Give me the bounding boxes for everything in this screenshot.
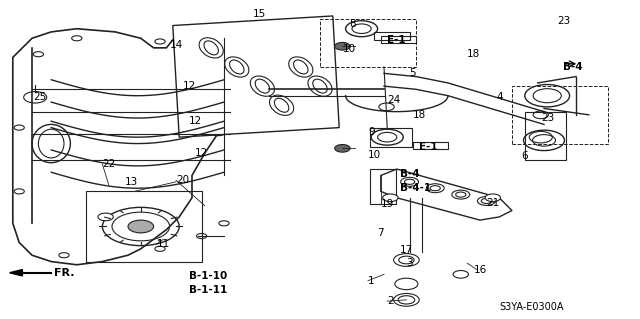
Text: E-1: E-1	[387, 35, 406, 45]
Circle shape	[155, 39, 165, 44]
Text: 23: 23	[541, 113, 554, 123]
Text: FR.: FR.	[54, 268, 75, 278]
Text: 12: 12	[182, 81, 196, 91]
Circle shape	[394, 293, 419, 306]
Text: E-1: E-1	[419, 142, 438, 152]
Circle shape	[14, 189, 24, 194]
Circle shape	[401, 177, 419, 186]
Circle shape	[335, 42, 350, 50]
Circle shape	[395, 278, 418, 290]
Text: 3: 3	[406, 258, 413, 268]
Circle shape	[426, 184, 444, 193]
Polygon shape	[13, 26, 269, 265]
Text: 18: 18	[413, 110, 426, 120]
Text: 23: 23	[557, 16, 570, 26]
Text: 4: 4	[496, 92, 502, 102]
Bar	[413, 142, 448, 149]
Polygon shape	[381, 169, 512, 220]
Text: 22: 22	[102, 159, 116, 169]
Text: S3YA-E0300A: S3YA-E0300A	[499, 302, 564, 312]
Circle shape	[335, 145, 350, 152]
Text: 9: 9	[368, 127, 374, 137]
Bar	[374, 32, 410, 40]
Text: 2: 2	[387, 296, 394, 307]
Text: 11: 11	[157, 239, 170, 249]
Text: 10: 10	[342, 44, 356, 55]
Text: 15: 15	[253, 9, 266, 19]
Bar	[370, 169, 396, 204]
Circle shape	[485, 194, 500, 202]
Circle shape	[379, 103, 394, 111]
Text: 16: 16	[474, 264, 487, 275]
Text: B-1-11: B-1-11	[189, 285, 227, 295]
Circle shape	[98, 213, 113, 221]
Bar	[86, 191, 202, 262]
Bar	[381, 36, 416, 43]
Text: 5: 5	[410, 68, 416, 78]
Circle shape	[452, 190, 470, 199]
Text: 12: 12	[195, 148, 209, 158]
Bar	[525, 112, 566, 160]
Circle shape	[383, 194, 398, 202]
Text: B-4: B-4	[400, 169, 420, 179]
Text: 14: 14	[170, 40, 183, 50]
Circle shape	[24, 92, 47, 103]
Text: 18: 18	[467, 49, 481, 59]
Ellipse shape	[128, 220, 154, 233]
Text: 7: 7	[378, 228, 384, 238]
Circle shape	[33, 52, 44, 57]
Text: B-4: B-4	[563, 62, 583, 72]
Circle shape	[453, 271, 468, 278]
Text: 1: 1	[368, 276, 374, 286]
Text: 19: 19	[381, 199, 394, 209]
Circle shape	[477, 197, 495, 205]
Circle shape	[14, 125, 24, 130]
Text: 17: 17	[400, 245, 413, 256]
Polygon shape	[10, 270, 22, 276]
Circle shape	[394, 254, 419, 266]
Polygon shape	[173, 16, 339, 137]
Circle shape	[72, 36, 82, 41]
Text: 12: 12	[189, 116, 202, 126]
Text: 25: 25	[33, 92, 47, 102]
Text: 13: 13	[125, 177, 138, 187]
Text: 10: 10	[368, 150, 381, 160]
Bar	[370, 128, 412, 147]
Bar	[320, 19, 416, 67]
Circle shape	[59, 253, 69, 258]
Bar	[512, 86, 608, 144]
Text: 20: 20	[176, 175, 189, 185]
Circle shape	[219, 221, 229, 226]
Text: B-1-10: B-1-10	[189, 271, 227, 281]
Circle shape	[155, 246, 165, 251]
Text: 21: 21	[486, 197, 500, 208]
Text: B-4-1: B-4-1	[400, 183, 431, 193]
Text: 8: 8	[349, 19, 355, 29]
Text: 6: 6	[522, 151, 528, 161]
Text: 24: 24	[387, 95, 401, 106]
